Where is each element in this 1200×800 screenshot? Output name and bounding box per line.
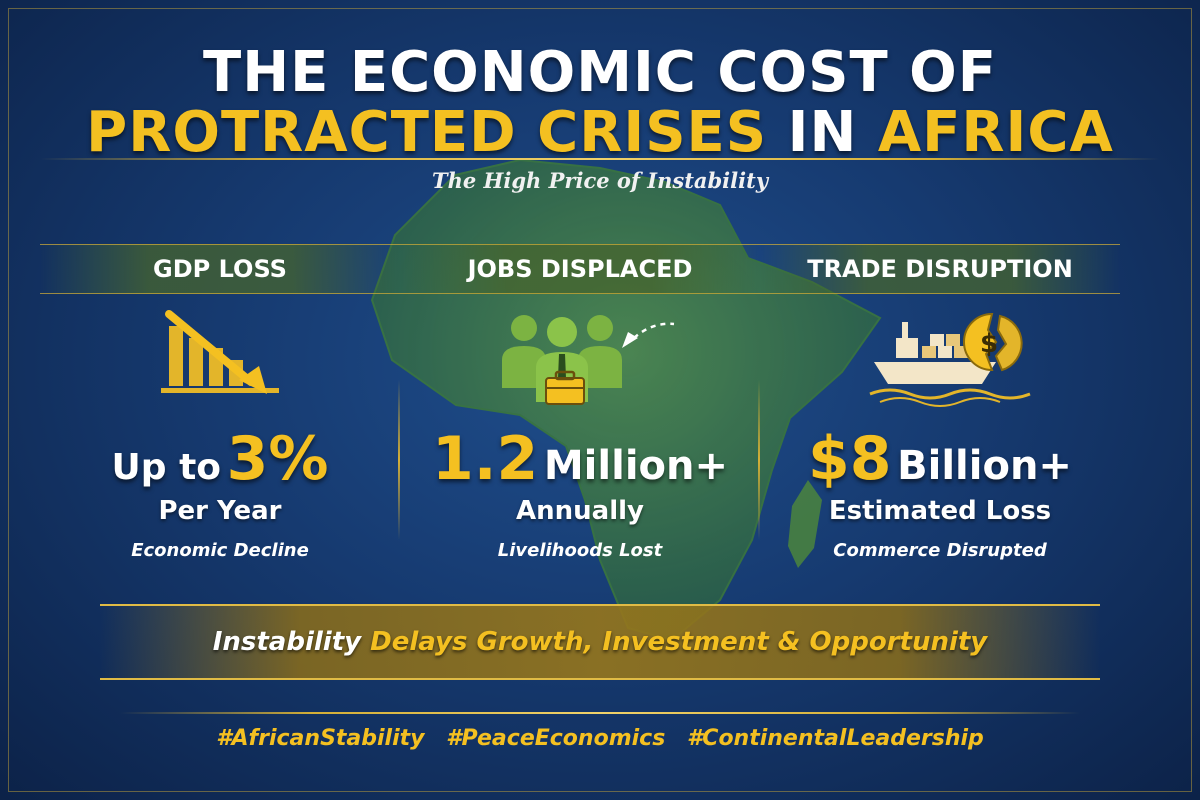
- stat-value: 1.2: [432, 424, 539, 494]
- banner-text-instability: Instability: [212, 627, 362, 657]
- cargo-ship-broken-coin-icon: $: [760, 308, 1120, 408]
- hashtag-african-stability[interactable]: #AfricanStability: [216, 726, 425, 751]
- subtitle: The High Price of Instability: [431, 168, 769, 193]
- stat-prefix: Up to: [111, 447, 222, 488]
- key-message-banner: Instability Delays Growth, Investment & …: [100, 604, 1100, 680]
- people-briefcase-icon: [400, 308, 760, 408]
- stat-suffix: Billion+: [897, 443, 1072, 489]
- svg-text:$: $: [980, 329, 998, 359]
- stat-unit: Annually: [516, 496, 644, 526]
- stat-trade-disruption: TRADE DISRUPTION $ $8 Billion+ Estimated…: [760, 244, 1120, 561]
- stat-heading: TRADE DISRUPTION: [760, 244, 1120, 294]
- title-line-2: PROTRACTED CRISES IN AFRICA: [0, 100, 1200, 165]
- title-text-1: THE ECONOMIC COST OF: [203, 40, 997, 105]
- stat-description: Economic Decline: [131, 540, 309, 561]
- title-in: IN: [787, 100, 858, 165]
- stat-gdp-loss: GDP LOSS Up to 3% Per Year Economic Decl…: [40, 244, 400, 561]
- title-highlight-crises: PROTRACTED CRISES: [86, 100, 768, 165]
- banner-text-delays: Delays Growth, Investment & Opportunity: [370, 627, 988, 657]
- column-divider: [398, 380, 400, 540]
- hashtag-peace-economics[interactable]: #PeaceEconomics: [446, 726, 666, 751]
- column-divider: [758, 380, 760, 540]
- stat-unit: Estimated Loss: [828, 496, 1052, 526]
- hashtag-divider: [120, 712, 1080, 714]
- stat-description: Livelihoods Lost: [497, 540, 663, 561]
- stat-jobs-displaced: JOBS DISPLACED 1.2 Million+ Annually Liv…: [400, 244, 760, 561]
- declining-bar-chart-icon: [40, 308, 400, 408]
- stat-heading: GDP LOSS: [40, 244, 400, 294]
- stat-description: Commerce Disrupted: [833, 540, 1047, 561]
- stat-value-line: 1.2 Million+: [400, 424, 760, 494]
- stat-suffix: Million+: [543, 443, 728, 489]
- hashtag-continental-leadership[interactable]: #ContinentalLeadership: [686, 726, 984, 751]
- title-line-1: THE ECONOMIC COST OF: [0, 40, 1200, 105]
- stat-heading: JOBS DISPLACED: [400, 244, 760, 294]
- stat-value-line: Up to 3%: [40, 424, 400, 494]
- stat-value: 3%: [226, 424, 329, 494]
- title-divider: [40, 158, 1160, 160]
- hashtags: #AfricanStability #PeaceEconomics #Conti…: [0, 726, 1200, 751]
- stat-unit: Per Year: [158, 496, 282, 526]
- stat-value: $8: [808, 424, 892, 494]
- stat-value-line: $8 Billion+: [760, 424, 1120, 494]
- title-highlight-africa: AFRICA: [877, 100, 1114, 165]
